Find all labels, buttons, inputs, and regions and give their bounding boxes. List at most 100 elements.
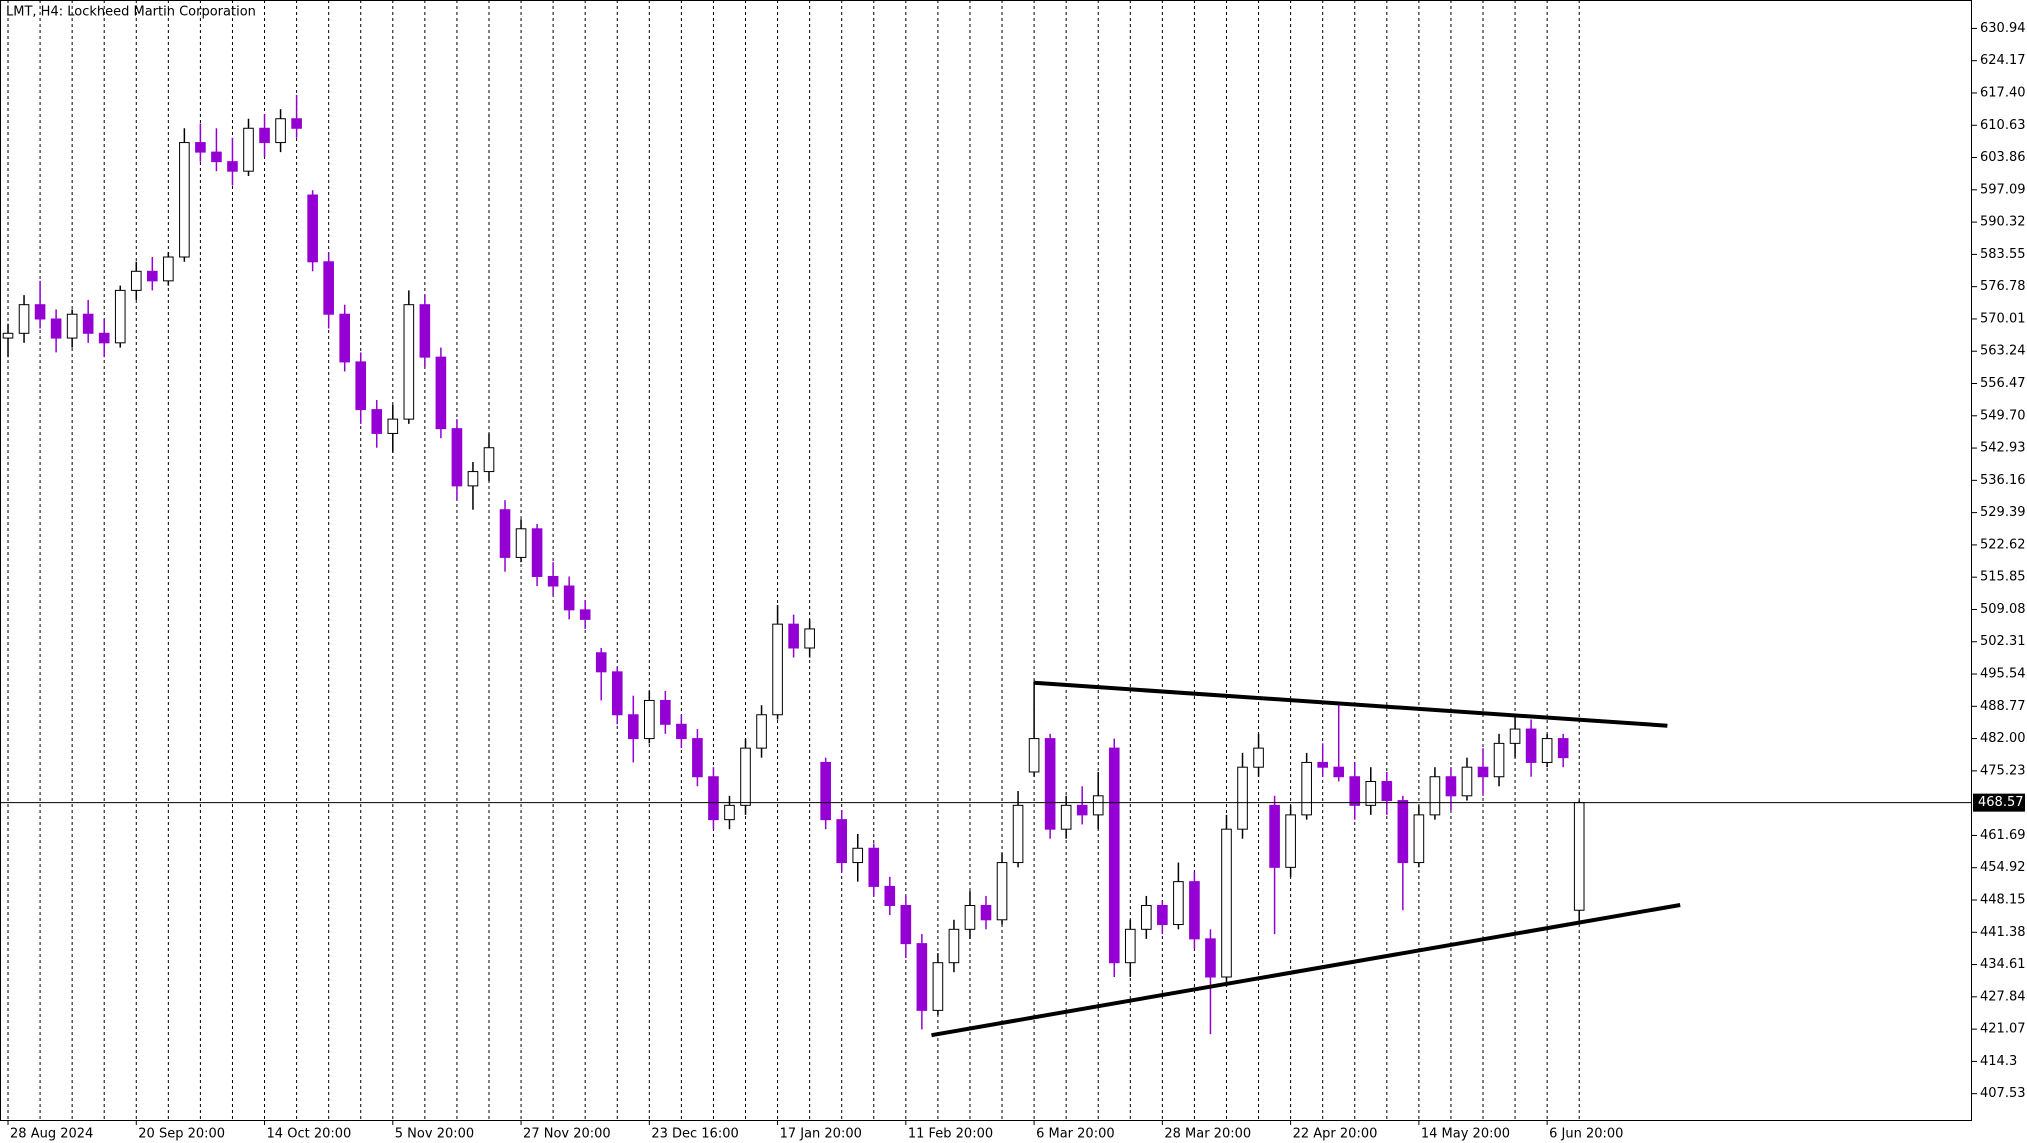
candle-body bbox=[291, 118, 302, 129]
candle-body bbox=[1477, 766, 1489, 778]
candle-body bbox=[644, 699, 655, 740]
x-tick-label: 6 Mar 20:00 bbox=[1036, 1127, 1115, 1142]
y-tick-label: 590.32 bbox=[1980, 215, 2026, 230]
price-label-box bbox=[1973, 793, 2025, 812]
candle-body bbox=[114, 289, 126, 344]
candle-body bbox=[884, 885, 896, 906]
candle-body bbox=[82, 313, 94, 334]
trendline bbox=[931, 903, 1681, 1038]
candle-body bbox=[996, 862, 1008, 921]
chart-title: LMT, H4: Lockheed Martin Corporation bbox=[6, 5, 256, 20]
y-tick-label: 576.78 bbox=[1980, 279, 2026, 294]
candle-body bbox=[563, 585, 575, 611]
candle-body bbox=[1205, 938, 1216, 978]
x-tick-label: 17 Jan 20:00 bbox=[780, 1127, 862, 1142]
candle-body bbox=[339, 313, 351, 363]
candle-body bbox=[547, 575, 559, 587]
candle-body bbox=[1076, 804, 1088, 816]
y-tick-label: 597.09 bbox=[1980, 182, 2026, 197]
candle-body bbox=[1141, 904, 1152, 930]
candle-body bbox=[355, 361, 367, 411]
candle-body bbox=[1493, 742, 1505, 778]
y-tick-label: 522.62 bbox=[1980, 537, 2026, 552]
x-tick-label: 6 Jun 20:00 bbox=[1549, 1127, 1623, 1142]
candle-body bbox=[964, 904, 976, 930]
y-tick-label: 502.31 bbox=[1980, 634, 2026, 649]
x-tick-label: 22 Apr 20:00 bbox=[1293, 1127, 1378, 1142]
candle-body bbox=[66, 313, 78, 339]
candle-body bbox=[788, 623, 799, 649]
candle-body bbox=[483, 447, 495, 473]
candle-body bbox=[1557, 738, 1569, 759]
candle-body bbox=[820, 761, 831, 821]
y-tick-label: 434.61 bbox=[1980, 957, 2026, 972]
y-tick-label: 630.94 bbox=[1980, 21, 2026, 36]
candle-body bbox=[900, 904, 912, 945]
y-tick-label: 536.16 bbox=[1980, 473, 2026, 488]
y-tick-label: 461.69 bbox=[1980, 828, 2026, 843]
candle-body bbox=[2, 332, 14, 339]
candle-body bbox=[756, 714, 767, 749]
candle-body bbox=[435, 356, 447, 430]
candle-body bbox=[403, 304, 415, 420]
x-tick-label: 14 Oct 20:00 bbox=[267, 1127, 352, 1142]
candle-body bbox=[195, 142, 206, 153]
candle-body bbox=[852, 847, 864, 864]
candle-body bbox=[1221, 828, 1232, 978]
y-tick-label: 427.84 bbox=[1980, 989, 2026, 1004]
candle-body bbox=[1349, 776, 1361, 806]
candle-body bbox=[772, 623, 783, 716]
y-tick-label: 603.86 bbox=[1980, 150, 2026, 165]
candle-body bbox=[1124, 928, 1136, 964]
candle-body bbox=[1445, 776, 1457, 797]
y-tick-label: 542.93 bbox=[1980, 441, 2026, 456]
candle-body bbox=[419, 304, 431, 358]
candle-body bbox=[1028, 738, 1040, 773]
candle-body bbox=[1573, 802, 1585, 911]
candle-body bbox=[1397, 800, 1409, 864]
y-tick-label: 624.17 bbox=[1980, 53, 2026, 68]
candle-body bbox=[243, 127, 254, 172]
y-tick-label: 549.70 bbox=[1980, 408, 2026, 423]
y-tick-label: 475.23 bbox=[1980, 763, 2026, 778]
candle-body bbox=[1237, 766, 1248, 830]
y-tick-label: 414.3 bbox=[1980, 1054, 2017, 1069]
candle-body bbox=[708, 776, 719, 821]
candle-body bbox=[1092, 795, 1104, 816]
y-tick-label: 482.00 bbox=[1980, 731, 2026, 746]
candle-body bbox=[1429, 776, 1441, 816]
y-tick-label: 515.85 bbox=[1980, 570, 2026, 585]
y-tick-label: 495.54 bbox=[1980, 667, 2026, 682]
candle-body bbox=[1301, 761, 1312, 816]
x-tick-label: 14 May 20:00 bbox=[1421, 1127, 1510, 1142]
y-tick-label: 570.01 bbox=[1980, 311, 2026, 326]
candle-body bbox=[1285, 814, 1296, 868]
candle-body bbox=[980, 904, 992, 921]
plot-frame bbox=[0, 0, 1972, 1121]
x-tick-label: 20 Sep 20:00 bbox=[138, 1127, 225, 1142]
candle-body bbox=[467, 471, 479, 487]
candle-body bbox=[932, 962, 944, 1011]
candle-body bbox=[692, 738, 703, 778]
candle-body bbox=[163, 256, 174, 282]
y-tick-label: 448.15 bbox=[1980, 892, 2026, 907]
candle-body bbox=[98, 332, 110, 344]
candle-body bbox=[323, 261, 334, 315]
candle-body bbox=[1012, 804, 1024, 864]
trendline bbox=[1033, 680, 1668, 728]
y-tick-label: 583.55 bbox=[1980, 247, 2026, 262]
x-tick-label: 28 Aug 2024 bbox=[10, 1127, 93, 1142]
x-tick-label: 23 Dec 16:00 bbox=[651, 1127, 738, 1142]
x-tick-label: 5 Nov 20:00 bbox=[395, 1127, 474, 1142]
candle-body bbox=[515, 528, 527, 558]
candle-body bbox=[259, 127, 270, 144]
candle-body bbox=[1413, 814, 1425, 864]
y-tick-label: 617.40 bbox=[1980, 85, 2026, 100]
y-tick-label: 421.07 bbox=[1980, 1022, 2026, 1037]
candle-body bbox=[1044, 738, 1056, 830]
x-tick-label: 11 Feb 20:00 bbox=[908, 1127, 993, 1142]
candle-body bbox=[50, 318, 62, 339]
candle-body bbox=[1060, 804, 1072, 830]
candle-body bbox=[211, 151, 222, 163]
